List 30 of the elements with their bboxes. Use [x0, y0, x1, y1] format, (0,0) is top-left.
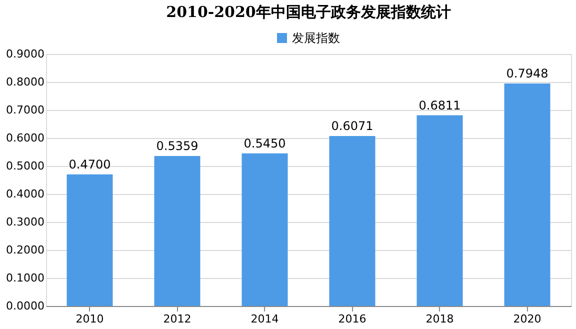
bar	[416, 115, 463, 306]
y-tick-label: 0.7000	[6, 104, 44, 116]
y-tick-label: 0.1000	[6, 272, 44, 284]
text: 0.5359	[156, 138, 198, 153]
bar	[329, 136, 376, 306]
chart-title: 2010-2020年中国电子政务发展指数统计	[166, 3, 451, 21]
x-tick-label: 2018	[426, 312, 454, 326]
x-tick-label: 2020	[513, 312, 542, 326]
text: 0.6071	[331, 119, 374, 134]
y-tick-label: 0.4000	[6, 188, 44, 200]
text: 0.7948	[506, 66, 548, 80]
x-tick-label: 2010	[76, 312, 104, 326]
x-tick-label: 2012	[163, 312, 192, 326]
x-tick-label: 2016	[338, 312, 366, 326]
y-tick-label: 0.8000	[6, 76, 44, 88]
bar	[242, 153, 288, 306]
bar	[504, 83, 550, 306]
bar	[154, 156, 200, 306]
text: 0.5450	[244, 136, 286, 150]
legend-label: 发展指数	[292, 31, 340, 45]
y-tick-label: 0.9000	[6, 48, 44, 60]
bar	[66, 174, 113, 306]
text: 0.6811	[418, 98, 461, 112]
y-tick-label: 0.0000	[6, 300, 44, 312]
y-tick-label: 0.2000	[6, 244, 44, 256]
text: 0.4700	[68, 157, 111, 172]
y-tick-label: 0.5000	[6, 160, 44, 172]
y-tick-label: 0.6000	[6, 132, 44, 144]
x-tick-label: 2014	[250, 312, 279, 326]
y-tick-label: 0.3000	[6, 216, 44, 228]
